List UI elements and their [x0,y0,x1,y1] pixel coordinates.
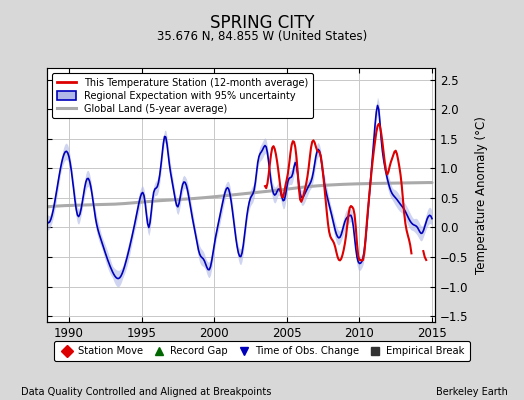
Y-axis label: Temperature Anomaly (°C): Temperature Anomaly (°C) [475,116,488,274]
Text: Berkeley Earth: Berkeley Earth [436,387,508,397]
Legend: Station Move, Record Gap, Time of Obs. Change, Empirical Break: Station Move, Record Gap, Time of Obs. C… [54,341,470,361]
Text: SPRING CITY: SPRING CITY [210,14,314,32]
Text: 35.676 N, 84.855 W (United States): 35.676 N, 84.855 W (United States) [157,30,367,43]
Text: Data Quality Controlled and Aligned at Breakpoints: Data Quality Controlled and Aligned at B… [21,387,271,397]
Legend: This Temperature Station (12-month average), Regional Expectation with 95% uncer: This Temperature Station (12-month avera… [52,73,313,118]
